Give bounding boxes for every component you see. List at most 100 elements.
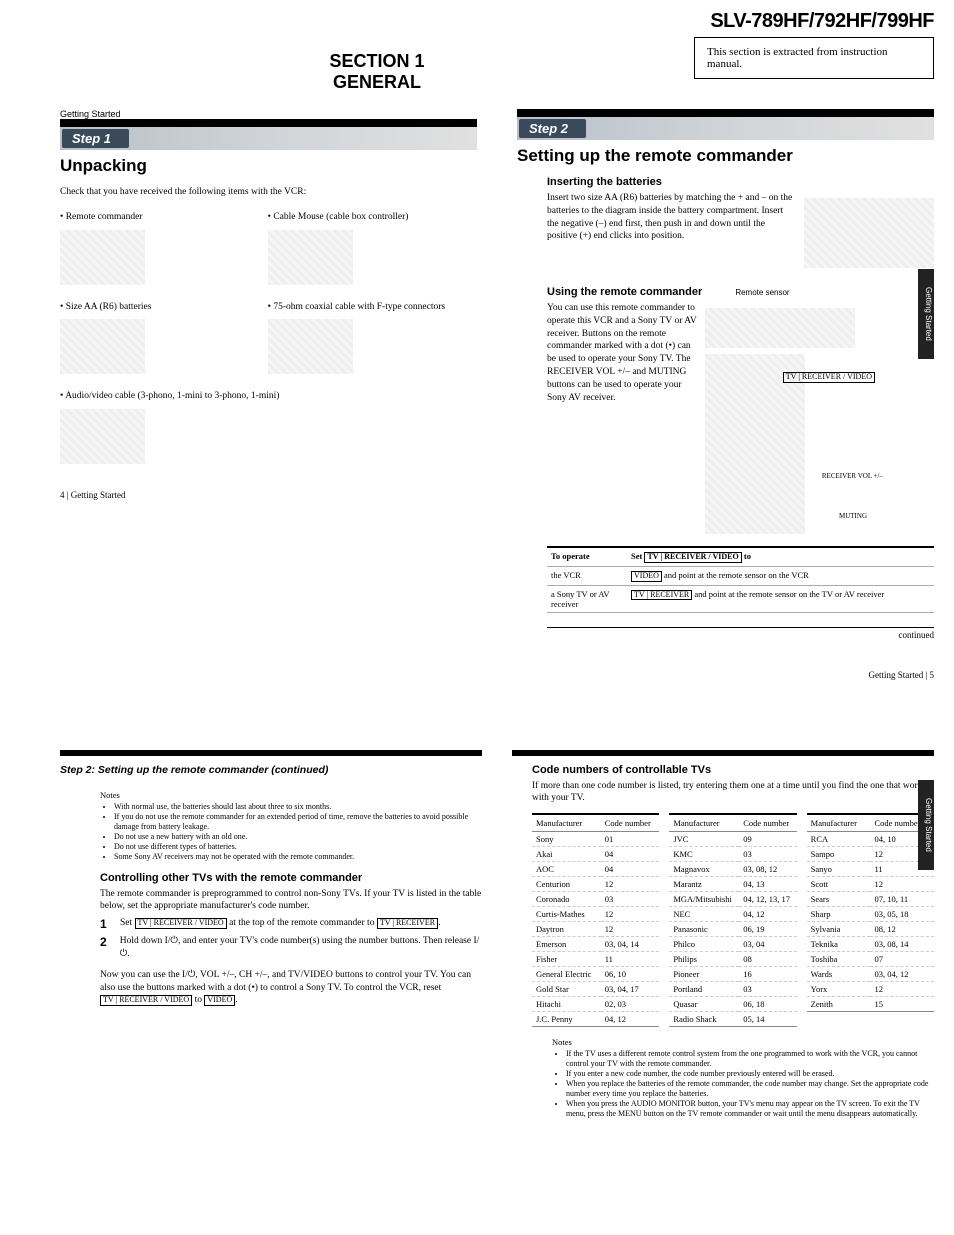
cell-manufacturer: Panasonic bbox=[669, 922, 739, 937]
table-row: AOC04 bbox=[532, 862, 659, 877]
cell-code: 01 bbox=[601, 832, 660, 847]
item-batteries: Size AA (R6) batteries bbox=[66, 302, 152, 312]
cell-manufacturer: Toshiba bbox=[807, 952, 871, 967]
cell-code: 09 bbox=[739, 832, 796, 847]
unpacking-heading: Unpacking bbox=[60, 156, 477, 176]
table-row: Sanyo11 bbox=[807, 862, 934, 877]
table-row: Gold Star03, 04, 17 bbox=[532, 982, 659, 997]
cell-manufacturer: Centurion bbox=[532, 877, 601, 892]
cell-manufacturer: Sampo bbox=[807, 847, 871, 862]
cell-manufacturer: Hitachi bbox=[532, 997, 601, 1012]
table-row: Sony01 bbox=[532, 832, 659, 847]
cell-manufacturer: JVC bbox=[669, 832, 739, 847]
cell-manufacturer: Coronado bbox=[532, 892, 601, 907]
cell-code: 06, 19 bbox=[739, 922, 796, 937]
closing-box2: VIDEO bbox=[204, 995, 235, 1006]
getting-started-label: Getting Started bbox=[60, 109, 477, 119]
cell-code: 07, 10, 11 bbox=[870, 892, 934, 907]
using-remote-heading: Using the remote commander bbox=[547, 286, 702, 298]
cell-code: 04 bbox=[601, 847, 660, 862]
cell-manufacturer: RCA bbox=[807, 832, 871, 847]
cell-code: 03, 05, 18 bbox=[870, 907, 934, 922]
cell-manufacturer: General Electric bbox=[532, 967, 601, 982]
th-manu-1: Manufacturer bbox=[532, 814, 601, 832]
table-row: Philco03, 04 bbox=[669, 937, 796, 952]
note-item: Some Sony AV receivers may not be operat… bbox=[114, 852, 482, 862]
cell-manufacturer: Yorx bbox=[807, 982, 871, 997]
table-row: NEC04, 12 bbox=[669, 907, 796, 922]
table-row: RCA04, 10 bbox=[807, 832, 934, 847]
note-item: When you press the AUDIO MONITOR button,… bbox=[566, 1099, 934, 1119]
step2-continued-title: Step 2: Setting up the remote commander … bbox=[60, 764, 482, 776]
table-row: Centurion12 bbox=[532, 877, 659, 892]
cell-code: 03 bbox=[601, 892, 660, 907]
step-num-2: 2 bbox=[100, 935, 112, 961]
step1-box2: TV | RECEIVER bbox=[377, 918, 438, 929]
op-r1-c1: the VCR bbox=[547, 566, 627, 585]
table-row: MGA/Mitsubishi04, 12, 13, 17 bbox=[669, 892, 796, 907]
cell-code: 06, 18 bbox=[739, 997, 796, 1012]
th-code-1: Code number bbox=[601, 814, 660, 832]
cell-code: 03, 04, 14 bbox=[601, 937, 660, 952]
table-row: Hitachi02, 03 bbox=[532, 997, 659, 1012]
cell-code: 12 bbox=[601, 922, 660, 937]
callout-tv-receiver: TV | RECEIVER / VIDEO bbox=[783, 372, 875, 383]
cell-code: 03 bbox=[739, 847, 796, 862]
item-avcable: Audio/video cable (3-phono, 1-mini to 3-… bbox=[65, 391, 279, 401]
item-coax: 75-ohm coaxial cable with F-type connect… bbox=[273, 302, 445, 312]
note-item: If you do not use the remote commander f… bbox=[114, 812, 482, 832]
page-4-footer: 4 | Getting Started bbox=[60, 490, 477, 500]
cell-code: 12 bbox=[870, 982, 934, 997]
cell-manufacturer: Emerson bbox=[532, 937, 601, 952]
cell-code: 16 bbox=[739, 967, 796, 982]
step2-label: Step 2 bbox=[519, 119, 586, 138]
notes-list-2: If the TV uses a different remote contro… bbox=[552, 1049, 934, 1119]
operate-table: To operate Set TV | RECEIVER / VIDEO to … bbox=[547, 546, 934, 613]
cell-manufacturer: MGA/Mitsubishi bbox=[669, 892, 739, 907]
cell-code: 04, 12 bbox=[739, 907, 796, 922]
table-row: Pioneer16 bbox=[669, 967, 796, 982]
code-table-2: ManufacturerCode number JVC09KMC03Magnav… bbox=[669, 813, 796, 1027]
table-row: Sears07, 10, 11 bbox=[807, 892, 934, 907]
table-row: General Electric06, 10 bbox=[532, 967, 659, 982]
th-manu-2: Manufacturer bbox=[669, 814, 739, 832]
op-r2-c1: a Sony TV or AV receiver bbox=[547, 585, 627, 612]
cell-code: 11 bbox=[601, 952, 660, 967]
vcr-diagram bbox=[705, 308, 855, 348]
table-row: Radio Shack05, 14 bbox=[669, 1012, 796, 1027]
table-row: Akai04 bbox=[532, 847, 659, 862]
step1-pre: Set bbox=[120, 918, 132, 928]
table-row: Coronado03 bbox=[532, 892, 659, 907]
table-row: Philips08 bbox=[669, 952, 796, 967]
table-row: Wards03, 04, 12 bbox=[807, 967, 934, 982]
cell-code: 12 bbox=[601, 877, 660, 892]
note-item: When you replace the batteries of the re… bbox=[566, 1079, 934, 1099]
page-5-footer: Getting Started | 5 bbox=[517, 670, 934, 680]
cell-manufacturer: Marantz bbox=[669, 877, 739, 892]
cell-manufacturer: Wards bbox=[807, 967, 871, 982]
cell-code: 15 bbox=[870, 997, 934, 1012]
table-row: J.C. Penny04, 12 bbox=[532, 1012, 659, 1027]
extract-note: This section is extracted from instructi… bbox=[694, 37, 934, 79]
step1-label: Step 1 bbox=[62, 129, 129, 148]
op-r2-box: TV | RECEIVER bbox=[631, 590, 692, 601]
cell-code: 08, 12 bbox=[870, 922, 934, 937]
step1-box1: TV | RECEIVER / VIDEO bbox=[135, 918, 227, 929]
avcable-image bbox=[60, 409, 145, 464]
cell-manufacturer: Philco bbox=[669, 937, 739, 952]
callout-receiver-vol: RECEIVER VOL +/– bbox=[822, 472, 883, 480]
code-table-3: ManufacturerCode number RCA04, 10Sampo12… bbox=[807, 813, 934, 1012]
cell-code: 03, 04 bbox=[739, 937, 796, 952]
step2-text: Hold down I/⏻, and enter your TV's code … bbox=[120, 935, 482, 961]
table-row: Panasonic06, 19 bbox=[669, 922, 796, 937]
closing-pre: Now you can use the I/⏻, VOL +/–, CH +/–… bbox=[100, 970, 471, 993]
cell-manufacturer: KMC bbox=[669, 847, 739, 862]
cell-manufacturer: Fisher bbox=[532, 952, 601, 967]
controlling-tvs-heading: Controlling other TVs with the remote co… bbox=[100, 872, 482, 884]
cell-manufacturer: Pioneer bbox=[669, 967, 739, 982]
controlling-tvs-body: The remote commander is preprogrammed to… bbox=[100, 888, 482, 914]
table-row: Emerson03, 04, 14 bbox=[532, 937, 659, 952]
code-numbers-heading: Code numbers of controllable TVs bbox=[532, 764, 934, 776]
model-number: SLV-789HF/792HF/799HF bbox=[60, 10, 934, 33]
table-row: Quasar06, 18 bbox=[669, 997, 796, 1012]
